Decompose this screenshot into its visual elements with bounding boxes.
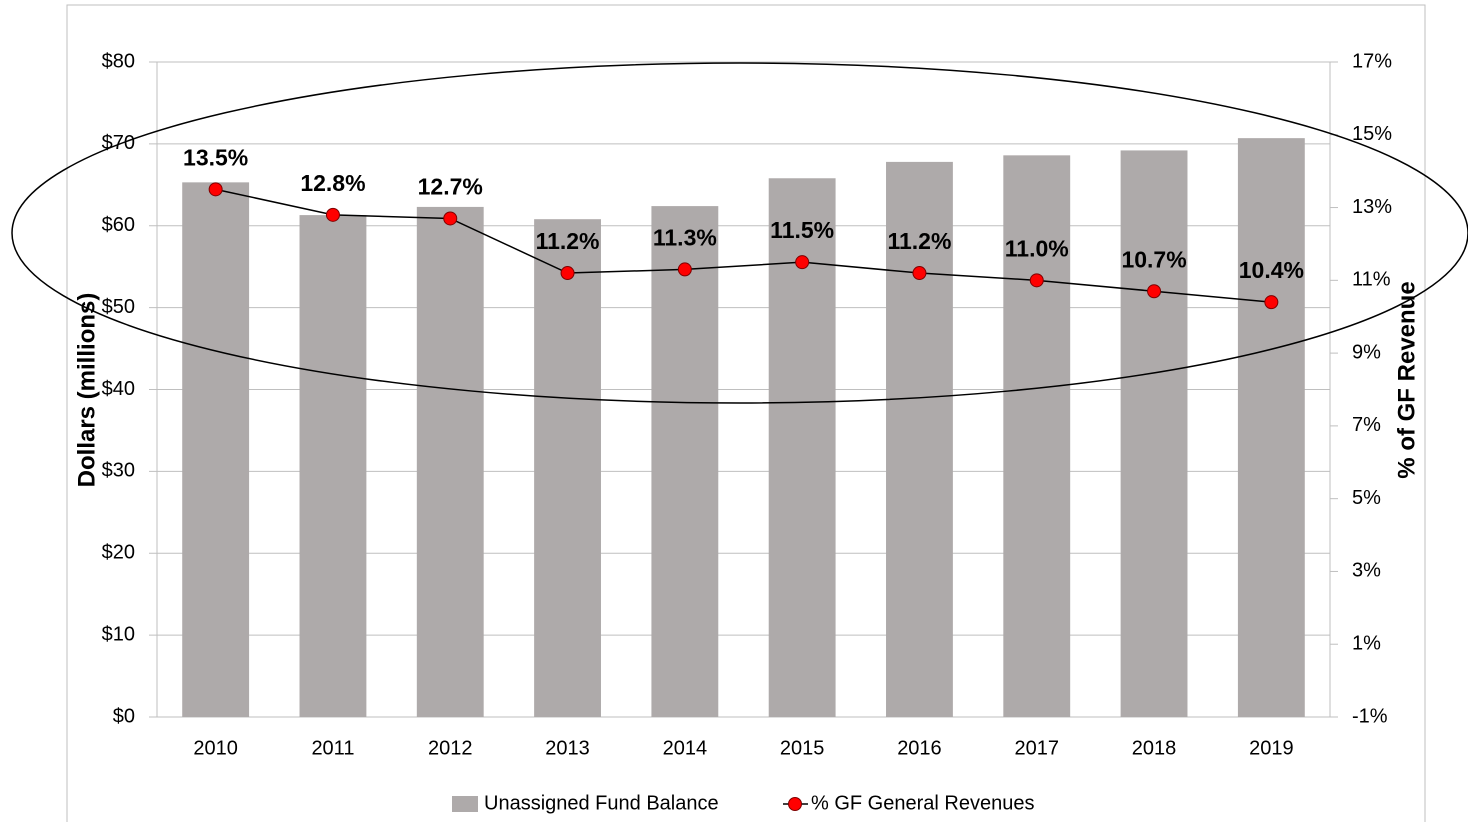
legend-swatch	[452, 796, 478, 812]
bar	[1120, 150, 1188, 718]
bar	[1003, 155, 1071, 717]
data-label: 11.2%	[536, 228, 600, 254]
legend-label: % GF General Revenues	[811, 792, 1034, 814]
data-label: 11.5%	[770, 217, 834, 243]
line-marker	[560, 266, 575, 281]
y-tick-label: $10	[102, 623, 135, 645]
line-marker	[443, 211, 458, 226]
y2-tick-label: 1%	[1352, 633, 1381, 655]
x-tick-label: 2010	[193, 737, 238, 759]
y-tick-label: $60	[102, 214, 135, 236]
y2-axis-title: % of GF Revenue	[1393, 281, 1420, 478]
data-label: 12.7%	[418, 174, 483, 200]
y2-tick-label: 7%	[1352, 414, 1381, 436]
x-tick-label: 2017	[1015, 737, 1060, 759]
y2-tick-label: 17%	[1352, 50, 1392, 72]
bar	[182, 182, 250, 717]
y2-tick-label: 3%	[1352, 560, 1381, 582]
bar	[534, 219, 601, 717]
x-tick-label: 2011	[311, 737, 354, 759]
y-tick-label: $70	[102, 132, 135, 154]
chart-frame	[66, 4, 1426, 822]
y2-tick-label: 15%	[1352, 123, 1392, 145]
x-tick-label: 2016	[897, 737, 942, 759]
y2-tick-label: 11%	[1352, 269, 1391, 291]
x-tick-label: 2015	[780, 737, 825, 759]
y-tick-label: $50	[102, 296, 135, 318]
bar	[651, 206, 719, 717]
x-tick-label: 2012	[428, 737, 473, 759]
data-label: 13.5%	[183, 144, 248, 170]
line-marker	[325, 207, 340, 222]
data-label: 11.0%	[1005, 235, 1069, 261]
y-tick-label: $80	[102, 50, 135, 72]
y-tick-label: $30	[102, 460, 135, 482]
line-marker	[1147, 284, 1162, 299]
y2-tick-label: 13%	[1352, 196, 1392, 218]
bar	[886, 161, 953, 717]
data-label: 11.2%	[887, 228, 951, 254]
x-tick-label: 2014	[663, 737, 708, 759]
y2-tick-label: 9%	[1352, 341, 1381, 363]
legend-label: Unassigned Fund Balance	[484, 792, 719, 814]
y2-tick-label: -1%	[1352, 705, 1388, 727]
line-marker	[1029, 273, 1044, 288]
bar	[299, 215, 367, 717]
x-tick-label: 2013	[545, 737, 590, 759]
line	[215, 188, 1272, 303]
line-marker	[677, 262, 692, 277]
annotation-ellipse	[11, 62, 1468, 404]
data-label: 11.3%	[653, 224, 717, 250]
x-tick-label: 2018	[1132, 737, 1177, 759]
data-label: 10.7%	[1121, 246, 1186, 272]
y-tick-label: $40	[102, 378, 135, 400]
bar	[1237, 138, 1305, 718]
line-marker	[912, 266, 927, 281]
line-marker	[795, 255, 810, 270]
y-axis-title: Dollars (millions)	[73, 293, 100, 488]
data-label: 10.4%	[1239, 257, 1304, 283]
y2-tick-label: 5%	[1352, 487, 1381, 509]
line-marker	[1264, 295, 1279, 310]
bar	[416, 206, 484, 717]
y-tick-label: $0	[113, 705, 135, 727]
y-tick-label: $20	[102, 542, 135, 564]
line-marker	[208, 182, 223, 197]
data-label: 12.8%	[300, 170, 365, 196]
x-tick-label: 2019	[1249, 737, 1294, 759]
legend-marker	[788, 797, 802, 811]
